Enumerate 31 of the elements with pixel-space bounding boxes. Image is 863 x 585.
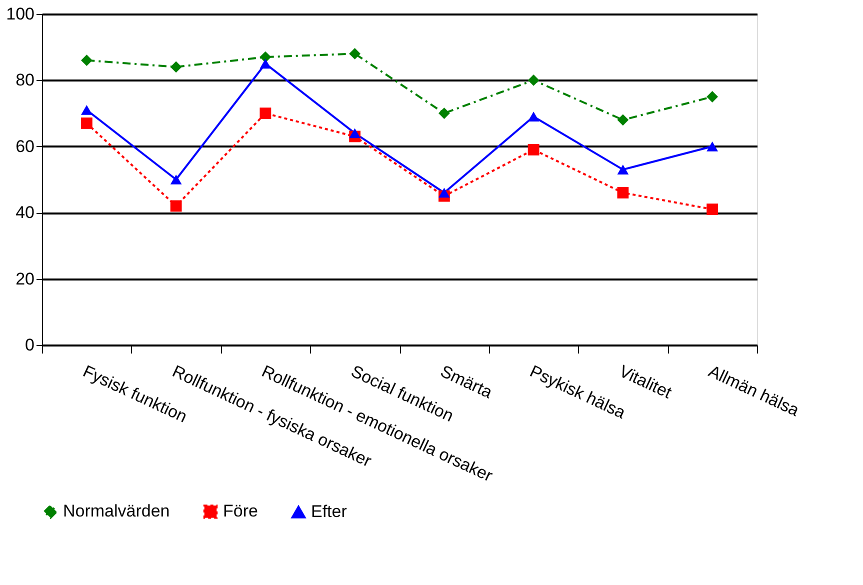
point	[706, 141, 718, 152]
point	[80, 105, 92, 115]
point	[170, 174, 182, 184]
legend-label: Före	[223, 502, 258, 521]
point	[260, 108, 272, 119]
y-tick-label: 60	[16, 136, 34, 156]
point	[170, 61, 182, 73]
point	[528, 144, 540, 156]
point	[170, 200, 182, 212]
y-tick-label: 80	[16, 70, 34, 90]
point	[617, 114, 629, 126]
point	[438, 108, 450, 119]
y-tick-label: 40	[16, 203, 34, 222]
point	[260, 58, 272, 69]
point	[438, 188, 450, 198]
y-tick-label: 0	[25, 336, 34, 354]
point	[349, 128, 361, 138]
y-tick-label: 100	[6, 4, 34, 24]
legend-label: Normalvärden	[63, 502, 170, 521]
point	[528, 112, 540, 122]
point	[528, 74, 540, 86]
point	[617, 187, 629, 198]
point	[80, 54, 92, 66]
point	[617, 164, 629, 175]
point	[260, 51, 272, 63]
point	[80, 118, 92, 129]
y-tick-label: 20	[16, 269, 34, 288]
point	[706, 91, 718, 102]
point	[706, 204, 718, 215]
legend-label: Efter	[311, 502, 348, 522]
point	[349, 48, 361, 60]
